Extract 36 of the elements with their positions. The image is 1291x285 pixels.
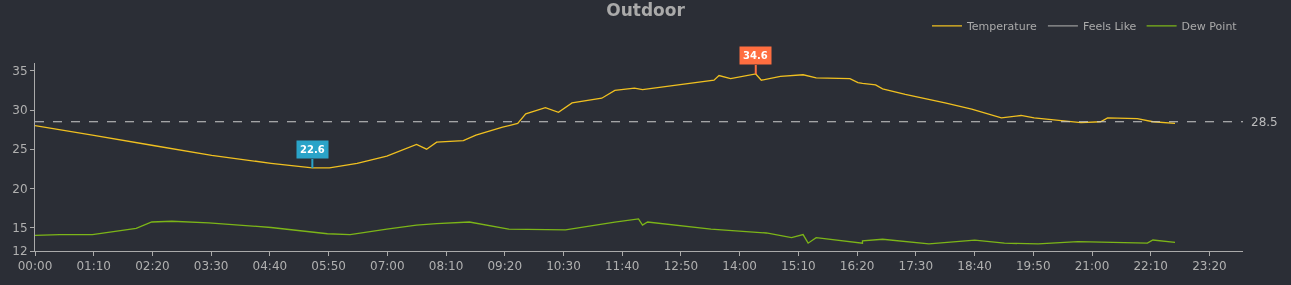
x-tick-label: 19:50 <box>1015 259 1051 274</box>
y-tick-label: 30 <box>12 103 28 118</box>
x-tick-label: 05:50 <box>311 259 346 274</box>
legend-label: Temperature <box>966 20 1037 34</box>
line-series <box>35 218 1176 245</box>
x-tick-label: 11:40 <box>604 259 640 274</box>
x-tick-label: 04:40 <box>252 259 288 274</box>
x-tick-label: 22:10 <box>1133 259 1169 274</box>
x-tick-label: 23:20 <box>1192 259 1227 274</box>
ref-line-label: 28.5 <box>1251 115 1278 129</box>
x-tick-label: 01:10 <box>76 259 112 274</box>
annotation: 22.6 <box>300 144 325 155</box>
x-tick-label: 03:30 <box>193 259 229 274</box>
x-tick-label: 02:20 <box>135 259 170 274</box>
legend-label: Dew Point <box>1181 20 1238 34</box>
x-tick-label: 14:00 <box>722 259 757 274</box>
line-series <box>35 73 1176 169</box>
y-tick-label: 35 <box>12 64 28 79</box>
x-tick-label: 09:20 <box>487 259 523 274</box>
chart-title: Outdoor <box>606 0 686 21</box>
x-tick-label: 07:00 <box>370 259 405 274</box>
x-tick-label: 18:40 <box>957 259 992 274</box>
x-tick-label: 17:30 <box>898 259 934 274</box>
annotation: 34.6 <box>743 50 768 61</box>
y-tick-label: 12 <box>12 244 28 259</box>
y-tick-label: 20 <box>12 181 28 196</box>
x-tick-label: 21:00 <box>1074 259 1110 274</box>
x-tick-label: 00:00 <box>17 259 53 274</box>
y-tick-label: 25 <box>12 142 28 157</box>
x-tick-label: 08:10 <box>428 259 464 274</box>
legend-label: Feels Like <box>1082 20 1137 34</box>
x-tick-label: 12:50 <box>663 259 699 274</box>
x-tick-label: 10:30 <box>546 259 581 274</box>
x-tick-label: 15:10 <box>781 259 816 274</box>
x-tick-label: 16:20 <box>839 259 875 274</box>
y-tick-label: 15 <box>12 220 28 235</box>
